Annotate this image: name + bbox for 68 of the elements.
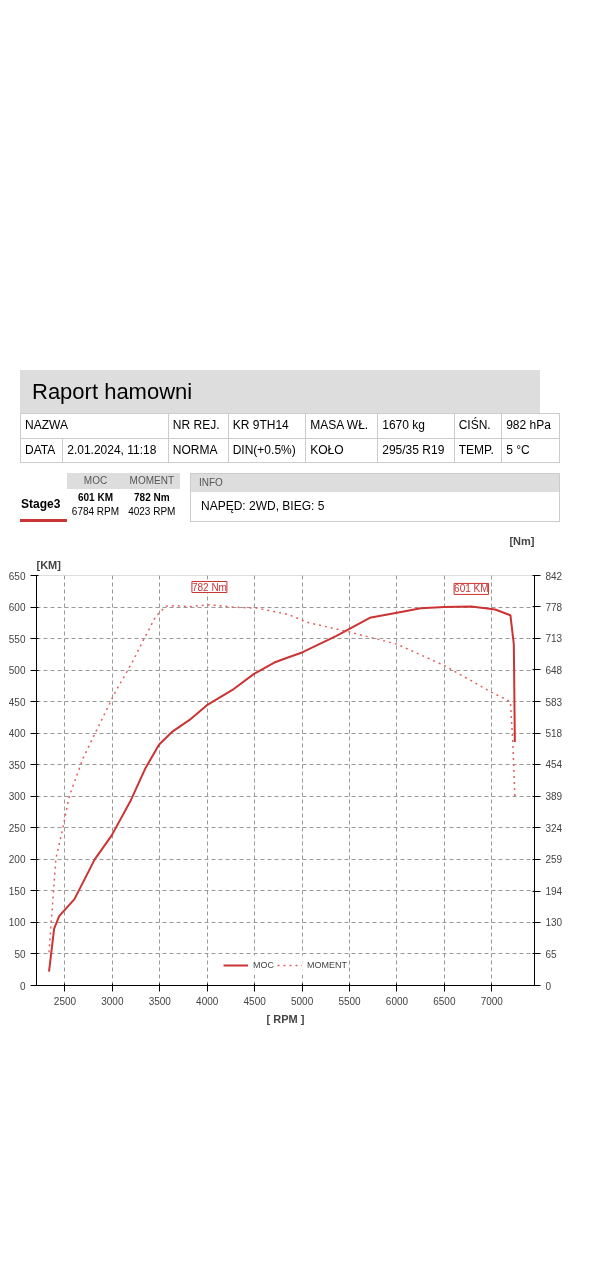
y-tick-label: 200 [8,854,26,866]
y-tick-label: 600 [8,602,26,614]
text: 5 °C [501,438,560,463]
x-tick-label: 2500 [53,995,77,1007]
x-tick-label: 3500 [148,995,172,1007]
legend-label: MOMENT [307,960,347,971]
text: INFO [191,473,559,492]
legend-label: MOC [253,960,274,971]
text: 1670 kg [377,413,455,439]
y-tick-label: 150 [8,886,26,898]
text: NORMA [168,438,229,463]
y2-tick-label: 648 [545,665,563,677]
text: NR REJ. [168,413,229,439]
y2-tick-label: 389 [545,791,563,803]
x-tick-label: 6500 [433,995,456,1007]
y2-tick-label: 778 [545,601,563,613]
text: NAZWA [20,413,169,439]
x-axis-title: [ RPM ] [266,1012,305,1025]
x-tick-label: 5000 [290,995,314,1007]
y2-tick-label: 259 [545,854,563,866]
x-tick-label: 5500 [338,995,362,1007]
y2-tick-label: 518 [545,728,563,740]
text: 295/35 R19 [377,438,455,463]
y2-tick-label: 583 [545,696,563,708]
y2-axis-title: [Nm] [509,534,535,547]
text: 4023 RPM [128,505,176,517]
y-tick-label: 500 [8,665,26,677]
text: 2.01.2024, 11:18 [62,438,169,463]
text: KR 9TH14 [228,413,306,439]
text: DATA [20,438,63,463]
y-tick-label: 0 [19,980,26,992]
y2-tick-label: 842 [545,570,563,582]
y-tick-label: 650 [8,570,26,582]
y-tick-label: 50 [14,949,26,961]
text: Stage3 [20,489,68,521]
y-tick-label: 350 [8,759,26,771]
y-tick-label: 300 [8,791,26,803]
y-tick-label: 100 [8,917,26,929]
y-tick-label: 400 [8,728,26,740]
y2-tick-label: 194 [545,886,563,898]
x-tick-label: 6000 [385,995,409,1007]
text: 982 hPa [501,413,560,439]
chart-title: Raport hamowni [20,370,540,414]
text: CIŚN. [454,413,502,439]
x-tick-label: 4500 [243,995,267,1007]
text: 601 KM [77,491,113,503]
y2-tick-label: 324 [545,822,563,834]
y-tick-label: 450 [8,696,26,708]
x-tick-label: 4000 [196,995,219,1007]
text: MOC [67,472,124,490]
text: NAPĘD: 2WD, BIEG: 5 [200,498,326,515]
y2-tick-label: 713 [545,633,563,645]
y-axis-title: [KM] [36,558,62,571]
x-tick-label: 3000 [101,995,124,1007]
text: KOŁO [305,438,378,463]
y-tick-label: 550 [8,633,26,645]
text: DIN(+0.5%) [228,438,306,463]
y2-tick-label: 454 [545,759,563,771]
y2-tick-label: 130 [545,917,563,929]
y2-tick-label: 65 [545,948,558,960]
y2-tick-label: 0 [545,980,552,992]
text: TEMP. [454,438,502,463]
text: MASA WŁ. [305,413,378,439]
text: 6784 RPM [71,505,120,517]
y-tick-label: 250 [8,822,26,834]
text: MOMENT [123,472,180,490]
text: 782 Nm [134,491,170,503]
x-tick-label: 7000 [480,995,504,1007]
